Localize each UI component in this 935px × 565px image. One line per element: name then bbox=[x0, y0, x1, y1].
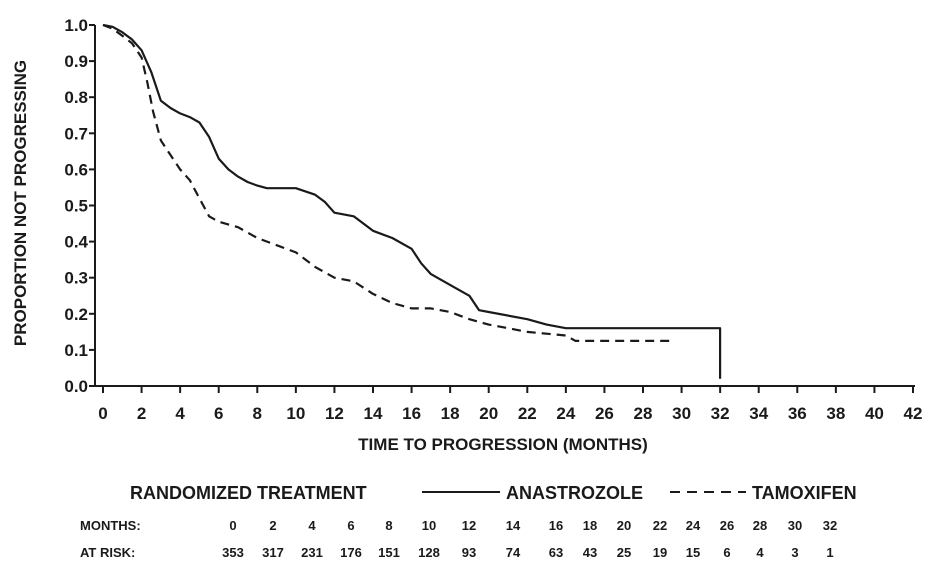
y-tick-label: 0.0 bbox=[64, 377, 88, 396]
x-tick-label: 30 bbox=[672, 404, 691, 423]
x-tick-label: 16 bbox=[402, 404, 421, 423]
at-risk-month: 4 bbox=[308, 518, 316, 533]
x-tick-label: 26 bbox=[595, 404, 614, 423]
at-risk-month: 10 bbox=[422, 518, 436, 533]
at-risk-month: 2 bbox=[269, 518, 276, 533]
at-risk-month: 32 bbox=[823, 518, 837, 533]
at-risk-count: 43 bbox=[583, 545, 597, 560]
at-risk-count: 74 bbox=[506, 545, 521, 560]
at-risk-count: 176 bbox=[340, 545, 362, 560]
x-tick-label: 34 bbox=[749, 404, 768, 423]
legend: RANDOMIZED TREATMENT ANASTROZOLE TAMOXIF… bbox=[130, 483, 857, 503]
at-risk-table: MONTHS: AT RISK: 0 2 4 6 8 10 12 14 16 18 20 22 24 26… bbox=[80, 518, 837, 560]
at-risk-month: 22 bbox=[653, 518, 667, 533]
at-risk-month: 30 bbox=[788, 518, 802, 533]
at-risk-count: 4 bbox=[756, 545, 764, 560]
y-tick-label: 0.4 bbox=[64, 233, 88, 252]
x-tick-label: 8 bbox=[253, 404, 262, 423]
legend-heading: RANDOMIZED TREATMENT bbox=[130, 483, 367, 503]
at-risk-month: 6 bbox=[347, 518, 354, 533]
series-anastrozole bbox=[102, 23, 722, 379]
x-tick-label: 38 bbox=[826, 404, 845, 423]
x-tick-label: 20 bbox=[479, 404, 498, 423]
x-tick-label: 18 bbox=[441, 404, 460, 423]
at-risk-count: 128 bbox=[418, 545, 440, 560]
x-tick-label: 40 bbox=[865, 404, 884, 423]
at-risk-month: 16 bbox=[549, 518, 563, 533]
at-risk-month: 12 bbox=[462, 518, 476, 533]
x-tick-label: 32 bbox=[711, 404, 730, 423]
at-risk-count: 317 bbox=[262, 545, 284, 560]
y-tick-label: 0.5 bbox=[64, 197, 88, 216]
x-tick-label: 22 bbox=[518, 404, 537, 423]
series-tamoxifen bbox=[102, 23, 672, 342]
y-axis-ticks: 0.0 0.1 0.2 0.3 0.4 0.5 0.6 0.7 0.8 0.9 1.0 bbox=[64, 16, 95, 396]
series-lines bbox=[102, 23, 722, 379]
x-axis-title: TIME TO PROGRESSION (MONTHS) bbox=[358, 435, 648, 454]
at-risk-count: 151 bbox=[378, 545, 400, 560]
at-risk-counts: 353 317 231 176 151 128 93 74 63 43 25 19 15 6 4 3 1 bbox=[222, 545, 833, 560]
at-risk-count: 93 bbox=[462, 545, 476, 560]
x-tick-label: 36 bbox=[788, 404, 807, 423]
legend-entry-tamoxifen: TAMOXIFEN bbox=[752, 483, 857, 503]
x-tick-label: 4 bbox=[175, 404, 185, 423]
at-risk-month: 18 bbox=[583, 518, 597, 533]
y-tick-label: 0.9 bbox=[64, 52, 88, 71]
y-axis-title-group: PROPORTION NOT PROGRESSING bbox=[11, 60, 30, 346]
x-tick-label: 12 bbox=[325, 404, 344, 423]
x-axis-ticks: 0 2 4 6 8 10 12 14 16 18 20 22 24 26 28 30 32 34 36 38 40 42 bbox=[98, 386, 922, 423]
at-risk-count: 1 bbox=[826, 545, 833, 560]
at-risk-row-label: AT RISK: bbox=[80, 545, 135, 560]
at-risk-month: 26 bbox=[720, 518, 734, 533]
at-risk-count: 25 bbox=[617, 545, 631, 560]
y-tick-label: 1.0 bbox=[64, 16, 88, 35]
y-tick-label: 0.2 bbox=[64, 305, 88, 324]
y-tick-label: 0.1 bbox=[64, 341, 88, 360]
at-risk-month: 8 bbox=[385, 518, 392, 533]
x-tick-label: 0 bbox=[98, 404, 107, 423]
x-tick-label: 14 bbox=[364, 404, 383, 423]
y-axis-title: PROPORTION NOT PROGRESSING bbox=[11, 60, 30, 346]
at-risk-month: 28 bbox=[753, 518, 767, 533]
months-row-label: MONTHS: bbox=[80, 518, 141, 533]
at-risk-count: 15 bbox=[686, 545, 700, 560]
at-risk-month: 24 bbox=[686, 518, 701, 533]
at-risk-count: 6 bbox=[723, 545, 730, 560]
y-tick-label: 0.6 bbox=[64, 160, 88, 179]
y-tick-label: 0.3 bbox=[64, 269, 88, 288]
at-risk-count: 231 bbox=[301, 545, 323, 560]
legend-entry-anastrozole: ANASTROZOLE bbox=[506, 483, 643, 503]
x-tick-label: 28 bbox=[634, 404, 653, 423]
at-risk-count: 3 bbox=[791, 545, 798, 560]
x-tick-label: 6 bbox=[214, 404, 223, 423]
at-risk-months: 0 2 4 6 8 10 12 14 16 18 20 22 24 26 28 30 32 bbox=[229, 518, 837, 533]
at-risk-count: 353 bbox=[222, 545, 244, 560]
at-risk-month: 20 bbox=[617, 518, 631, 533]
y-tick-label: 0.8 bbox=[64, 88, 88, 107]
x-tick-label: 24 bbox=[556, 404, 575, 423]
x-tick-label: 2 bbox=[137, 404, 146, 423]
x-tick-label: 42 bbox=[904, 404, 923, 423]
at-risk-count: 19 bbox=[653, 545, 667, 560]
at-risk-count: 63 bbox=[549, 545, 563, 560]
at-risk-month: 0 bbox=[229, 518, 236, 533]
y-tick-label: 0.7 bbox=[64, 124, 88, 143]
axes bbox=[94, 25, 915, 387]
x-tick-label: 10 bbox=[286, 404, 305, 423]
at-risk-month: 14 bbox=[506, 518, 521, 533]
